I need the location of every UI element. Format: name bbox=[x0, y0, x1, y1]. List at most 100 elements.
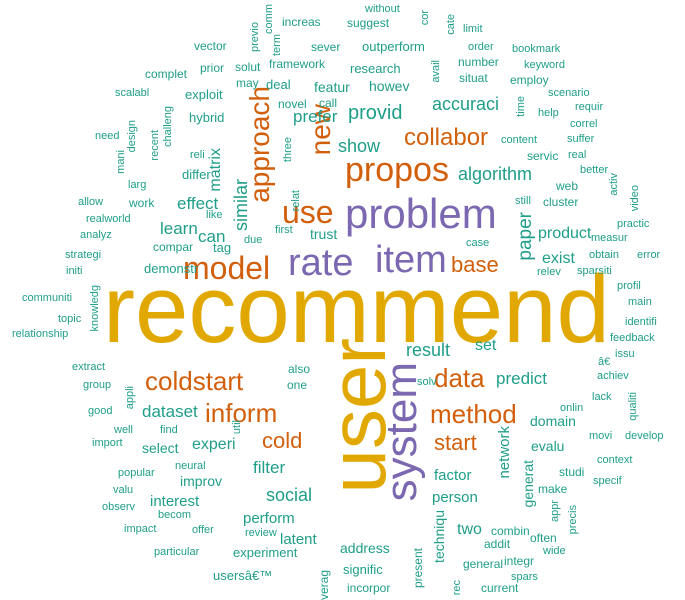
word-achiev: achiev bbox=[597, 370, 629, 382]
word-improv: improv bbox=[180, 473, 223, 489]
word-complet: complet bbox=[145, 67, 188, 81]
word-compar: compar bbox=[153, 240, 194, 254]
word-onlin: onlin bbox=[560, 402, 584, 414]
word-offer: offer bbox=[192, 524, 214, 536]
word-novel: novel bbox=[278, 97, 307, 111]
word-cor: cor bbox=[419, 10, 431, 26]
word-outperform: outperform bbox=[362, 39, 425, 54]
word-design: design bbox=[126, 120, 138, 153]
word-evalu: evalu bbox=[531, 438, 565, 454]
word-may: may bbox=[236, 76, 259, 90]
word-develop: develop bbox=[625, 430, 664, 442]
word-sever: sever bbox=[311, 40, 341, 54]
word-sparsiti: sparsiti bbox=[577, 265, 612, 277]
word-scalabl: scalabl bbox=[115, 87, 150, 99]
word-issu: issu bbox=[615, 348, 635, 360]
word-activ: activ bbox=[608, 173, 620, 196]
word-suggest: suggest bbox=[347, 16, 390, 30]
word-observ: observ bbox=[102, 501, 136, 513]
word-qualiti: qualiti bbox=[627, 392, 639, 421]
word-spars: spars bbox=[511, 571, 538, 583]
word-challeng: challeng bbox=[162, 106, 174, 147]
word-mani: mani bbox=[115, 150, 127, 174]
word-order: order bbox=[468, 41, 494, 53]
word-identifi: identifi bbox=[625, 316, 657, 328]
word-current: current bbox=[481, 581, 519, 595]
word-content: content bbox=[501, 134, 538, 146]
word-work: work bbox=[129, 196, 155, 210]
word-item: item bbox=[375, 239, 447, 281]
word-paper: paper bbox=[515, 212, 536, 261]
word-addit: addit bbox=[484, 537, 511, 551]
word-three: three bbox=[282, 137, 294, 163]
word-cate: cate bbox=[445, 14, 457, 35]
word-better: better bbox=[580, 164, 609, 176]
word-social: social bbox=[266, 485, 313, 505]
word-like: like bbox=[206, 209, 223, 221]
word-find: find bbox=[160, 424, 178, 436]
word-bookmark: bookmark bbox=[512, 43, 561, 55]
word-well: well bbox=[114, 424, 133, 436]
word-result: result bbox=[406, 340, 451, 360]
word-review: review bbox=[245, 527, 277, 539]
word-recommend: recommend bbox=[103, 256, 610, 363]
word-limit: limit bbox=[463, 23, 483, 35]
word-import: import bbox=[92, 437, 123, 449]
word-featur: featur bbox=[314, 79, 350, 95]
word-dataset: dataset bbox=[142, 402, 198, 421]
word-users: usersâ€™ bbox=[213, 568, 273, 583]
word-select: select bbox=[142, 440, 179, 456]
word-number: number bbox=[458, 55, 499, 69]
word-particular: particular bbox=[154, 546, 200, 558]
word-latent: latent bbox=[280, 531, 317, 548]
word-allow: allow bbox=[78, 196, 104, 208]
word-predict: predict bbox=[496, 369, 548, 388]
word-general: general bbox=[463, 557, 504, 571]
word-due: due bbox=[244, 234, 263, 246]
word-specif: specif bbox=[593, 475, 622, 487]
word-group: group bbox=[83, 379, 112, 391]
word-tag: tag bbox=[213, 240, 232, 255]
word-communiti: communiti bbox=[22, 292, 73, 304]
word-exist: exist bbox=[542, 250, 575, 267]
word-neural: neural bbox=[175, 460, 206, 472]
word-term: term bbox=[271, 34, 283, 56]
word-employ: employ bbox=[510, 73, 549, 87]
word-prefer: prefer bbox=[293, 107, 338, 126]
word-correl: correl bbox=[570, 118, 598, 130]
word-techniqu: techniqu bbox=[431, 510, 447, 563]
word-use: use bbox=[282, 194, 334, 230]
word-scenario: scenario bbox=[548, 87, 590, 99]
word-realworld: realworld bbox=[86, 213, 131, 225]
word-measur: measur bbox=[591, 232, 628, 244]
word-inform: inform bbox=[205, 398, 278, 428]
word-base: base bbox=[451, 252, 499, 277]
word-previo: previo bbox=[249, 22, 261, 52]
word-requir: requir bbox=[575, 101, 604, 113]
word-popular: popular bbox=[118, 467, 155, 479]
word-suffer: suffer bbox=[567, 133, 595, 145]
word-trust: trust bbox=[310, 226, 338, 242]
word-comm: comm bbox=[263, 4, 275, 34]
word-product: product bbox=[538, 225, 592, 242]
word-good: good bbox=[88, 405, 113, 417]
word-recent: recent bbox=[149, 130, 161, 161]
word-help: help bbox=[538, 107, 559, 119]
word-strategi: strategi bbox=[65, 249, 102, 261]
word-without: without bbox=[365, 3, 400, 15]
word-studi: studi bbox=[559, 465, 585, 479]
word-domain: domain bbox=[530, 413, 576, 429]
word-coldstart: coldstart bbox=[145, 366, 244, 396]
word-context: context bbox=[597, 454, 633, 466]
word-real: real bbox=[568, 149, 587, 161]
word-becom: becom bbox=[158, 509, 192, 521]
word-appr: appr bbox=[549, 500, 561, 523]
word-topic: topic bbox=[58, 313, 82, 325]
word-rec: rec bbox=[451, 580, 463, 596]
word-framework: framework bbox=[269, 57, 326, 71]
word-filter: filter bbox=[253, 458, 286, 477]
word-make: make bbox=[538, 482, 568, 496]
word-increas: increas bbox=[282, 15, 321, 29]
word-keyword: keyword bbox=[524, 59, 565, 71]
